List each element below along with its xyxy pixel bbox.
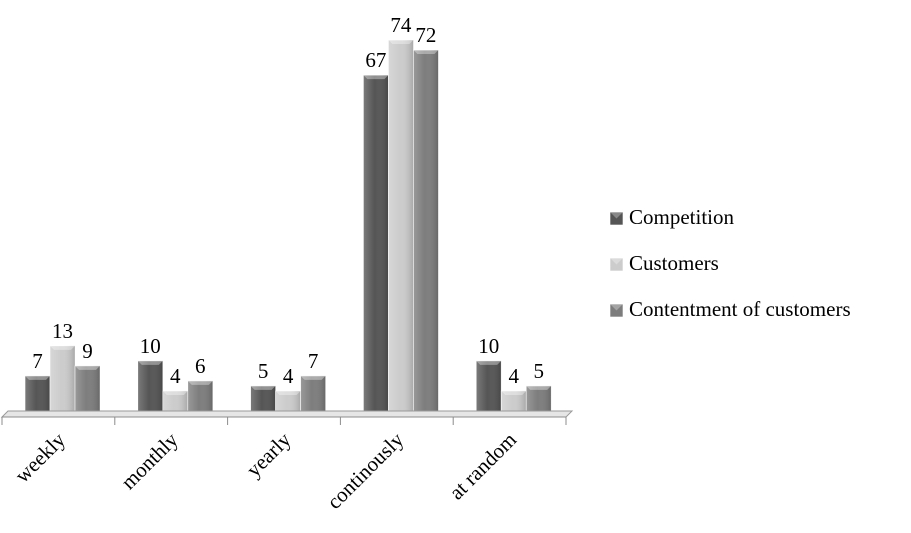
legend-swatch [609,211,624,226]
category-label-continously: continously [322,427,409,514]
bar-customers-continously [388,39,414,412]
bar-competition-yearly [250,385,276,412]
bar-customers-yearly [275,390,301,412]
bar-contentment-of-customers-weekly [74,365,101,412]
legend: Competition Customers Contentment of custo… [609,205,851,321]
category-label-yearly: yearly [241,427,295,481]
category-axis: weekly monthly yearly continously at random [0,410,574,514]
legend-item-competition: Competition [609,205,735,229]
bar-contentment-of-customers-monthly [187,380,214,412]
legend-item-contentment-of-customers: Contentment of customers [609,297,851,321]
data-label-customers-yearly: 4 [283,364,294,388]
data-label-competition-yearly: 5 [258,359,269,383]
data-label-customers-monthly: 4 [170,364,181,388]
data-label-competition-at-random: 10 [478,334,499,358]
data-label-competition-continously: 67 [365,48,386,72]
data-label-contentment-of-customers-weekly: 9 [82,339,93,363]
data-label-competition-monthly: 10 [140,334,161,358]
bars-layer [24,39,552,412]
data-label-competition-weekly: 7 [32,349,43,373]
bar-customers-monthly [162,390,189,412]
legend-label: Contentment of customers [629,297,851,321]
legend-item-customers: Customers [609,251,719,275]
bar-contentment-of-customers-yearly [300,375,326,412]
legend-swatch [609,257,624,272]
data-label-customers-continously: 74 [390,13,412,37]
legend-swatch [609,303,624,318]
data-label-contentment-of-customers-yearly: 7 [308,349,319,373]
data-label-contentment-of-customers-monthly: 6 [195,354,206,378]
bar-customers-weekly [49,345,76,412]
bar-competition-weekly [24,375,51,412]
data-label-customers-at-random: 4 [508,364,519,388]
bar-customers-at-random [500,390,527,412]
legend-label: Competition [629,205,735,229]
bar-contentment-of-customers-at-random [525,385,552,412]
bar-competition-monthly [137,360,164,412]
axis-floor [0,410,574,418]
bar-competition-at-random [475,360,502,412]
data-label-customers-weekly: 13 [52,319,73,343]
data-label-contentment-of-customers-continously: 72 [415,23,436,47]
data-label-contentment-of-customers-at-random: 5 [533,359,544,383]
legend-label: Customers [629,251,719,275]
bar-contentment-of-customers-continously [413,49,439,412]
category-label-weekly: weekly [10,427,70,487]
bar-competition-continously [363,74,389,412]
category-label-monthly: monthly [116,427,183,494]
category-label-at-random: at random [444,428,521,505]
